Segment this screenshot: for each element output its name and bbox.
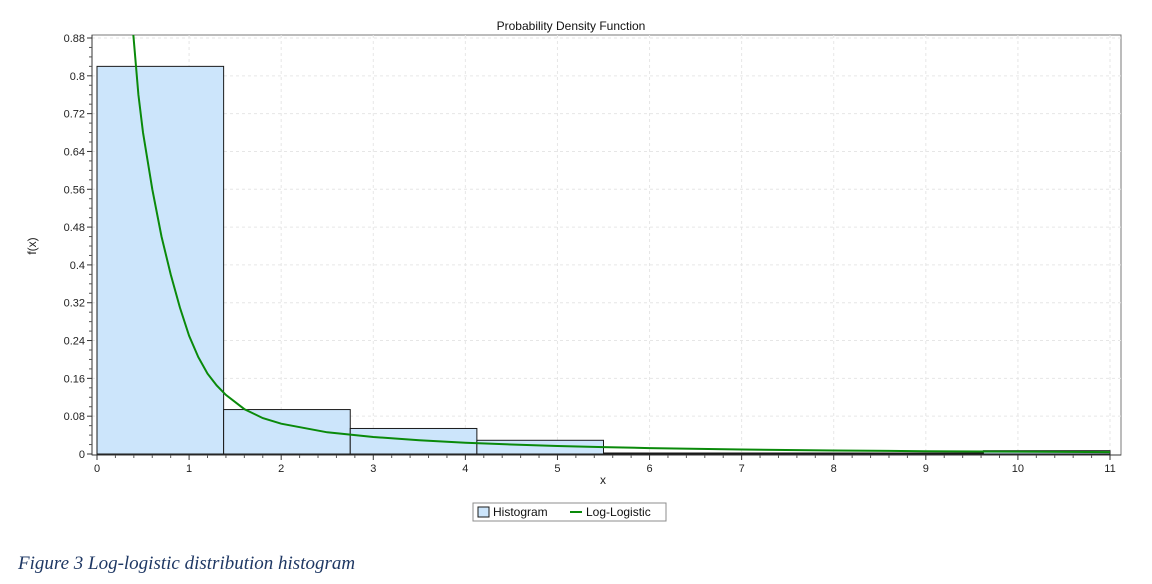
x-tick-label-0: 0	[94, 463, 100, 475]
y-tick-label-7: 0.56	[64, 184, 85, 196]
x-tick-label-5: 5	[554, 463, 560, 475]
histogram-bar-3	[349, 427, 478, 455]
legend-log-logistic-label: Log-Logistic	[586, 505, 651, 519]
x-tick-label-3: 3	[370, 463, 376, 475]
legend-box	[472, 502, 667, 522]
axes	[87, 35, 1121, 460]
x-tick-label-7: 7	[739, 463, 745, 475]
histogram-bar-5	[603, 452, 731, 455]
legend-histogram-swatch	[477, 506, 490, 518]
y-axis-label: f(x)	[25, 237, 39, 254]
x-tick-label-1: 1	[186, 463, 192, 475]
x-tick-label-6: 6	[646, 463, 652, 475]
y-tick-label-6: 0.48	[64, 222, 85, 234]
histogram-bars	[96, 65, 1111, 455]
legend: Histogram Log-Logistic	[472, 502, 667, 522]
x-axis-label: x	[600, 473, 606, 487]
grid	[91, 34, 1122, 456]
x-tick-label-2: 2	[278, 463, 284, 475]
histogram-bar-6	[729, 452, 858, 455]
y-tick-label-10: 0.8	[70, 71, 85, 83]
pdf-chart: Probability Density Function f(x) x 0 0.0…	[25, 19, 1122, 522]
x-tick-label-9: 9	[923, 463, 929, 475]
x-tick-label-4: 4	[462, 463, 468, 475]
y-tick-label-4: 0.32	[64, 298, 85, 310]
log-logistic-curve	[132, 35, 1111, 454]
figure-caption: Figure 3 Log-logistic distribution histo…	[18, 553, 356, 574]
plot-frame	[91, 34, 1122, 456]
histogram-bar-1	[96, 65, 225, 455]
log-logistic-line	[132, 35, 1111, 454]
x-tick-label-10: 10	[1012, 463, 1024, 475]
y-tick-label-9: 0.72	[64, 109, 85, 121]
y-tick-label-1: 0.08	[64, 411, 85, 423]
y-tick-label-2: 0.16	[64, 373, 85, 385]
y-tick-label-3: 0.24	[64, 336, 85, 348]
y-tick-label-0: 0	[79, 449, 85, 461]
tick-labels: 0 0.08 0.16 0.24 0.32 0.4 0.48 0.56 0.64 0.72 0.8 0…	[64, 33, 1116, 475]
y-tick-label-8: 0.64	[64, 146, 85, 158]
x-tick-label-8: 8	[831, 463, 837, 475]
x-tick-label-11: 11	[1104, 463, 1115, 475]
y-tick-label-5: 0.4	[70, 260, 85, 272]
legend-histogram-label: Histogram	[493, 505, 548, 519]
chart-title: Probability Density Function	[497, 19, 646, 33]
y-tick-label-11: 0.88	[64, 33, 85, 45]
histogram-bar-7	[856, 452, 984, 455]
